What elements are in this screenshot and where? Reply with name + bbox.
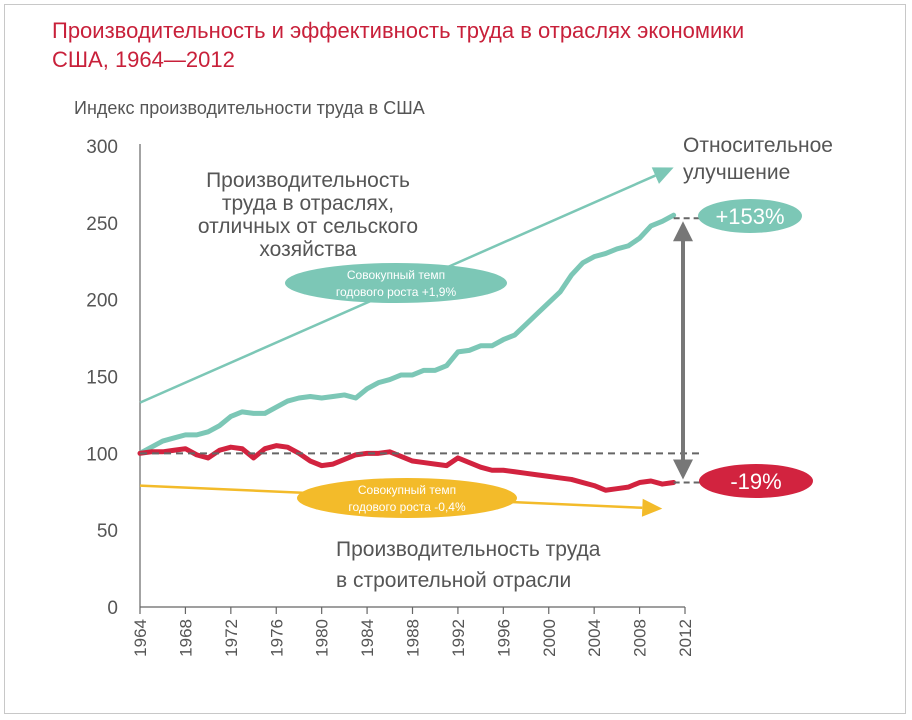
nonfarm-trend-arrow-head bbox=[651, 167, 674, 184]
minus-badge-text: -19% bbox=[730, 469, 781, 494]
y-tick-label: 200 bbox=[86, 291, 118, 312]
nonfarm-label-line: труда в отраслях, bbox=[222, 192, 394, 215]
plus-badge-text: +153% bbox=[715, 204, 784, 229]
nonfarm-label-line: хозяйства bbox=[259, 238, 356, 261]
nonfarm-label-line: отличных от сельского bbox=[198, 215, 418, 238]
y-tick-label: 150 bbox=[86, 368, 118, 389]
x-tick-label: 1976 bbox=[267, 619, 286, 657]
nonfarm-growth-bubble bbox=[285, 263, 507, 303]
chart-title-line-1: Производительность и эффективность труда… bbox=[52, 18, 745, 43]
x-tick-label: 1980 bbox=[313, 619, 332, 657]
y-tick-label: 250 bbox=[86, 214, 118, 235]
annotations: +153% -19% Относительное улучшение Производи… bbox=[140, 134, 833, 592]
chart-title: Производительность и эффективность труда… bbox=[52, 16, 882, 74]
construction-trend-arrow-head bbox=[641, 498, 663, 517]
minus-badge bbox=[699, 464, 813, 498]
x-tick-label: 1968 bbox=[176, 619, 195, 657]
y-axis-label: Индекс производительности труда в США bbox=[74, 98, 425, 118]
construction-growth-bubble bbox=[297, 478, 517, 518]
nonfarm-growth-text: Совокупный темп bbox=[347, 268, 445, 282]
series-lines bbox=[137, 212, 677, 493]
x-tick-label: 1996 bbox=[494, 619, 513, 657]
x-tick-label: 1988 bbox=[404, 619, 423, 657]
construction-label-line: Производительность труда bbox=[336, 538, 601, 561]
nonfarm-growth-text: годового роста +1,9% bbox=[336, 285, 457, 299]
chart-title-line-2: США, 1964—2012 bbox=[52, 47, 235, 72]
relative-title-line: улучшение bbox=[683, 161, 790, 184]
construction-growth-text: годового роста -0,4% bbox=[348, 500, 466, 514]
x-tick-label: 2004 bbox=[585, 619, 604, 657]
y-tick-label: 300 bbox=[86, 137, 118, 158]
x-tick-label: 1992 bbox=[449, 619, 468, 657]
relative-arrow-head-bottom bbox=[673, 459, 693, 480]
x-tick-label: 2000 bbox=[540, 619, 559, 657]
y-tick-label: 50 bbox=[97, 521, 118, 542]
nonfarm-label-line: Производительность bbox=[206, 169, 410, 192]
relative-title-line: Относительное bbox=[683, 134, 833, 157]
construction-series-line bbox=[137, 443, 677, 493]
x-tick-label: 1964 bbox=[131, 619, 150, 657]
x-tick-label: 1972 bbox=[222, 619, 241, 657]
construction-growth-text: Совокупный темп bbox=[358, 483, 456, 497]
nonfarm-series-line bbox=[137, 212, 677, 456]
axes: 0 50 100 150 200 250 300 1964 1968 1972 1976 1980 19… bbox=[86, 137, 695, 657]
y-tick-label: 100 bbox=[86, 444, 118, 465]
x-tick-label: 2012 bbox=[676, 619, 695, 657]
x-tick-label: 1984 bbox=[358, 619, 377, 657]
construction-label-line: в строительной отрасли bbox=[336, 569, 571, 592]
plus-badge bbox=[698, 199, 802, 233]
relative-arrow-head-top bbox=[673, 221, 693, 242]
y-tick-label: 0 bbox=[107, 598, 118, 619]
x-tick-label: 2008 bbox=[631, 619, 650, 657]
